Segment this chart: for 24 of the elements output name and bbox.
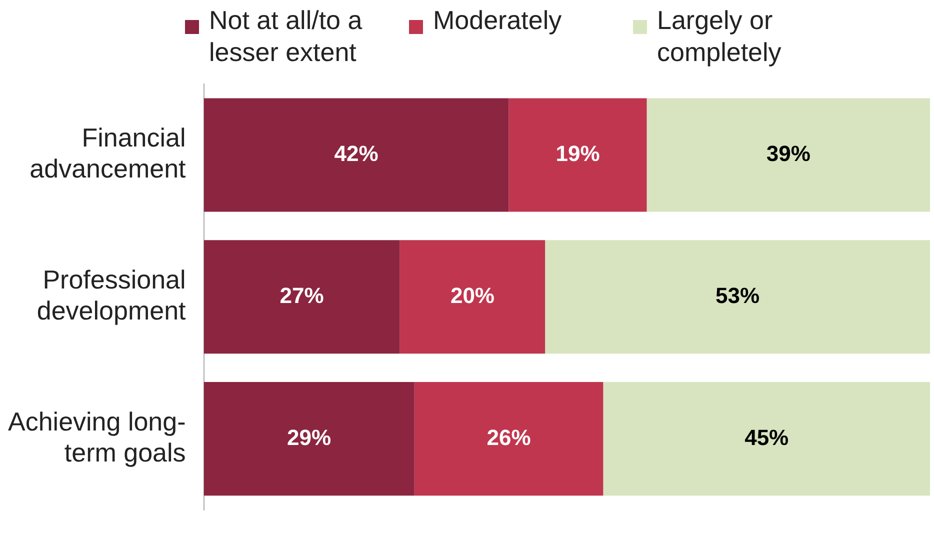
data-label: 42%: [334, 141, 378, 166]
data-label: 26%: [486, 424, 531, 450]
legend-label: Largely or completely: [657, 4, 782, 68]
data-label: 19%: [556, 141, 600, 166]
bar: [646, 98, 930, 212]
y-tick-label: Financial advancement: [30, 122, 187, 184]
data-label: 29%: [287, 424, 332, 450]
legend-label: Not at all/to a lesser extent: [209, 4, 364, 68]
bar: [603, 382, 930, 496]
bar: [204, 382, 414, 496]
bar: [204, 98, 509, 212]
y-tick-label: Professional development: [36, 264, 187, 326]
data-label: 39%: [766, 141, 810, 166]
y-tick-label: Achieving long-term goals: [8, 406, 186, 468]
bar: [508, 98, 647, 212]
bar: [545, 240, 930, 354]
data-label: 53%: [716, 282, 760, 308]
data-label: 27%: [280, 282, 324, 308]
data-label: 45%: [744, 424, 789, 450]
bar: [414, 382, 604, 496]
data-label: 20%: [450, 282, 494, 308]
bar: [400, 240, 546, 354]
bar: [204, 240, 400, 354]
legend-label: Moderately: [433, 4, 562, 36]
